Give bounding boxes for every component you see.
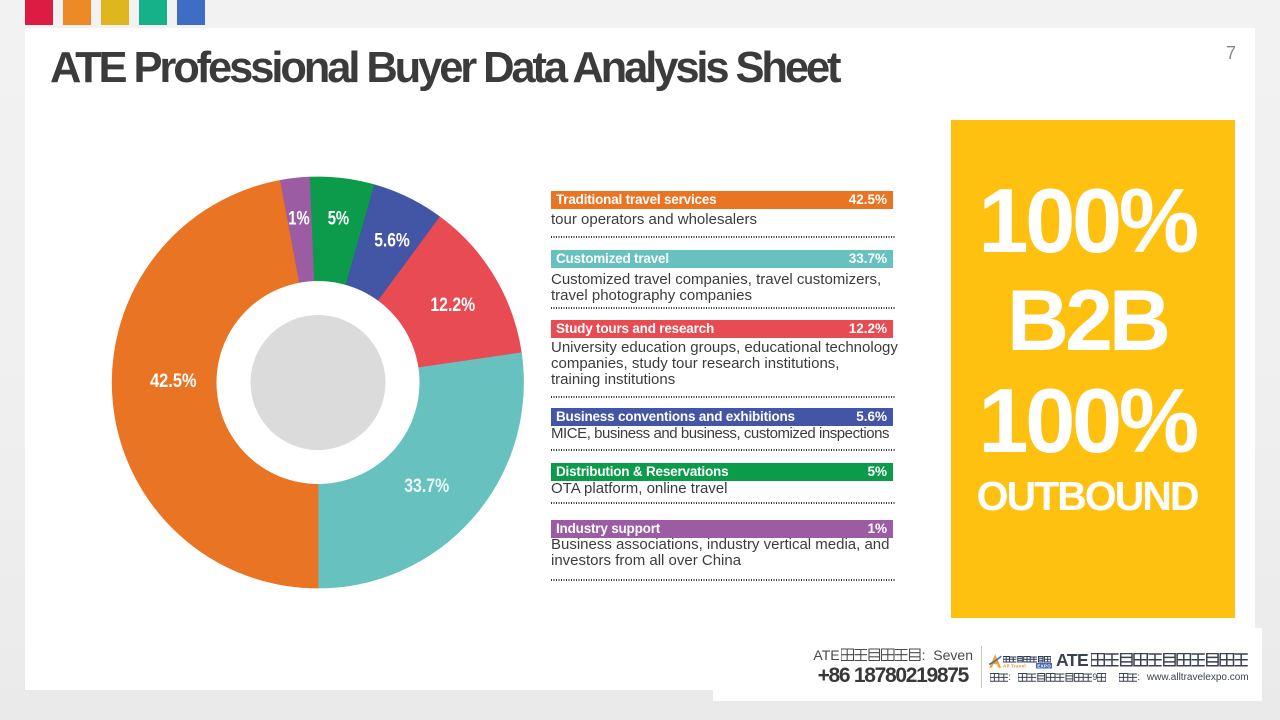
svg-text:All Travel: All Travel xyxy=(1003,664,1026,669)
svg-text:33.7%: 33.7% xyxy=(404,475,449,497)
svg-text:5.6%: 5.6% xyxy=(374,229,410,251)
svg-text:42.5%: 42.5% xyxy=(150,370,197,391)
svg-text:1%: 1% xyxy=(288,208,309,229)
svg-text:EXPO: EXPO xyxy=(1037,664,1051,669)
svg-text:12.2%: 12.2% xyxy=(430,294,475,316)
svg-text:5%: 5% xyxy=(328,208,349,229)
